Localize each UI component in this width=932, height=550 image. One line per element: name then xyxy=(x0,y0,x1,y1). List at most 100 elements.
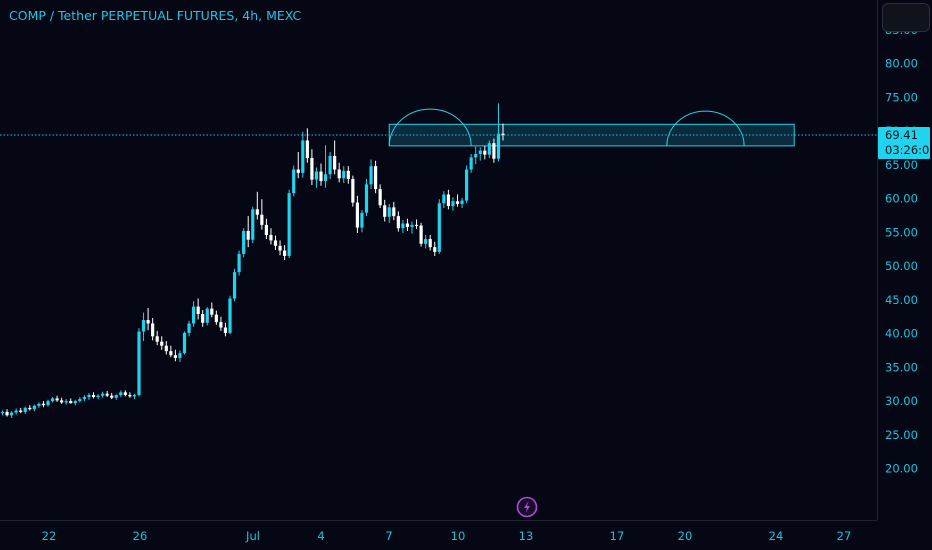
y-tick-label: 25.00 xyxy=(885,428,918,442)
y-tick-label: 75.00 xyxy=(885,90,918,104)
candle-body xyxy=(155,336,159,342)
x-tick-label: 7 xyxy=(385,529,392,543)
y-tick-label: 65.00 xyxy=(885,158,918,172)
candle-body xyxy=(451,201,455,206)
y-tick-label: 20.00 xyxy=(885,462,918,476)
candle-body xyxy=(242,230,246,254)
candle-body xyxy=(69,401,73,404)
candle-body xyxy=(146,320,150,324)
candle-body xyxy=(23,407,27,412)
candle-body xyxy=(223,327,228,333)
price-tag-countdown: 03:26:01 xyxy=(885,143,932,157)
candle-body xyxy=(201,314,205,323)
candle-body xyxy=(460,200,464,204)
candle-body xyxy=(169,351,173,356)
candle-body xyxy=(82,397,86,400)
candle-body xyxy=(251,209,255,240)
candle-body xyxy=(5,411,9,416)
candle-body xyxy=(187,323,191,333)
candle-body xyxy=(78,399,82,402)
candle-body xyxy=(151,323,155,337)
candle-body xyxy=(305,140,309,159)
candle-body xyxy=(296,169,300,173)
candle-body xyxy=(446,194,450,206)
candle-body xyxy=(205,308,209,323)
candle-body xyxy=(355,202,359,228)
candle-body xyxy=(264,224,268,236)
candle-body xyxy=(269,235,273,241)
candle-body xyxy=(192,306,196,324)
candle-body xyxy=(32,405,36,410)
candle-body xyxy=(424,239,428,244)
candle-body xyxy=(255,209,259,215)
candle-body xyxy=(351,178,355,203)
candle-body xyxy=(182,332,187,354)
candle-body xyxy=(64,401,68,403)
candle-body xyxy=(283,250,287,256)
candle-body xyxy=(474,153,478,158)
y-tick-label: 55.00 xyxy=(885,225,918,239)
x-tick-label: 13 xyxy=(519,529,534,543)
candle-body xyxy=(396,216,400,229)
candle-body xyxy=(378,189,382,206)
candle-body xyxy=(346,170,350,179)
candle-body xyxy=(210,308,214,315)
candle-body xyxy=(237,253,241,273)
candle-body xyxy=(469,157,473,170)
corner-settings-button[interactable] xyxy=(882,3,930,32)
y-tick-label: 50.00 xyxy=(885,259,918,273)
candle-body xyxy=(37,403,41,406)
candle-body xyxy=(110,395,114,398)
candle-body xyxy=(14,410,18,413)
candle-body xyxy=(114,395,118,398)
candle-body xyxy=(132,395,137,397)
x-tick-label: 22 xyxy=(42,529,57,543)
candle-body xyxy=(433,247,437,252)
candle-body xyxy=(164,345,168,352)
y-tick-label: 35.00 xyxy=(885,360,918,374)
candle-body xyxy=(73,401,77,404)
candle-body xyxy=(96,395,100,398)
candle-body xyxy=(387,207,391,217)
candle-body xyxy=(260,214,264,225)
candle-body xyxy=(178,353,182,358)
candle-body xyxy=(383,205,387,217)
candle-body xyxy=(196,306,200,315)
candle-body xyxy=(278,245,282,251)
candle-body xyxy=(10,412,14,416)
time-axis[interactable]: 22 26 Jul 4 7 10 13 17 20 24 27 xyxy=(42,529,852,543)
candle-body xyxy=(401,223,405,229)
candle-body xyxy=(232,272,237,299)
top-arc xyxy=(666,110,745,146)
candle-body xyxy=(301,140,305,173)
candle-body xyxy=(91,395,96,398)
x-tick-label: 4 xyxy=(317,529,324,543)
candle-body xyxy=(319,171,323,181)
candle-body xyxy=(455,201,460,204)
y-tick-label: 80.00 xyxy=(885,57,918,71)
candle-body xyxy=(492,143,496,159)
candle-body xyxy=(360,212,364,228)
candle-body xyxy=(501,133,505,136)
candle-body xyxy=(405,223,410,227)
candle-body xyxy=(160,341,164,346)
top-arc xyxy=(388,108,472,146)
candle-body xyxy=(496,133,501,159)
lightning-icon[interactable] xyxy=(516,496,538,518)
candle-body xyxy=(323,174,328,181)
x-tick-label: 10 xyxy=(451,529,466,543)
candle-body xyxy=(392,207,396,217)
candle-body xyxy=(228,298,232,333)
candle-body xyxy=(119,392,123,396)
candle-body xyxy=(328,156,332,175)
candle-body xyxy=(419,225,423,244)
candle-body xyxy=(410,224,414,227)
candle-body xyxy=(137,331,141,396)
price-tag-price: 69.41 xyxy=(885,128,918,142)
candle-body xyxy=(414,224,419,226)
candle-body xyxy=(46,401,50,406)
candle-body xyxy=(141,320,146,332)
candle-body xyxy=(478,150,482,154)
